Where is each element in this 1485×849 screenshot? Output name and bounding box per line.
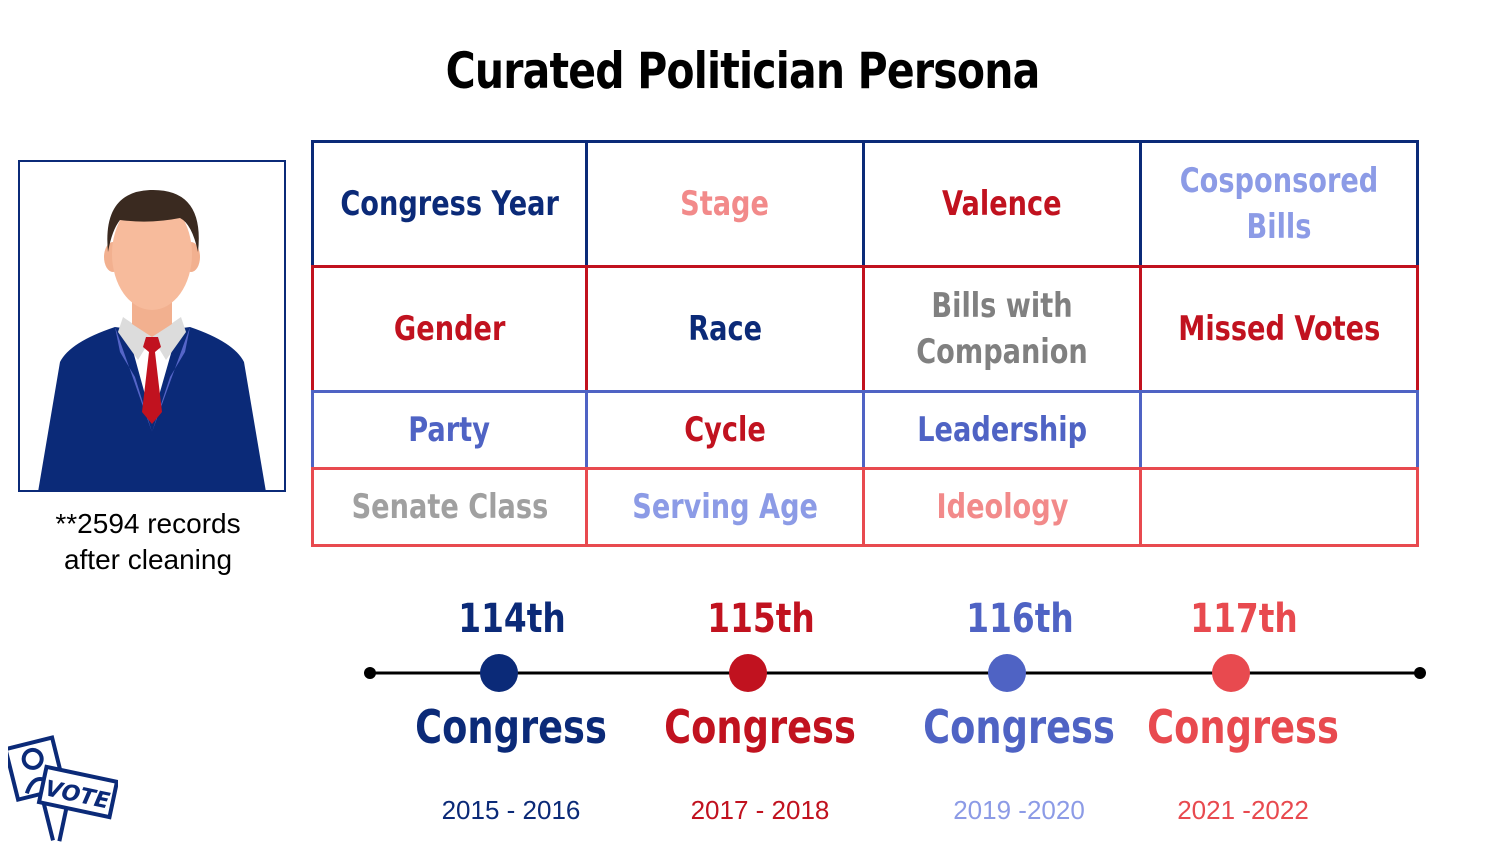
records-count: **2594 records [55,508,241,539]
timeline-end-dot [1414,667,1426,679]
congress-label: Congress [664,700,856,754]
politician-avatar-icon [18,160,286,492]
congress-label: Congress [923,700,1115,754]
timeline-start-dot [364,667,376,679]
vote-sign-icon: VOTE [3,732,120,849]
grid-cell-label: Serving Age [632,487,818,527]
grid-cell: Ideology [862,467,1142,547]
records-note: **2594 records after cleaning [18,506,278,578]
grid-cell-label: Bills with Companion [916,286,1088,372]
grid-row: Gender Race Bills with Companion Missed Vot… [311,265,1419,393]
grid-row: Senate Class Serving Age Ideology [311,467,1419,547]
grid-cell-label: Leadership [917,410,1087,450]
congress-number: 114th [458,596,566,642]
page-title: Curated Politician Persona [445,42,1041,100]
timeline-marker [988,654,1026,692]
grid-cell-label: Race [688,309,762,349]
grid-cell-label: Congress Year [340,184,559,224]
timeline-marker [480,654,518,692]
grid-cell-label: Missed Votes [1177,309,1381,349]
grid-cell: Missed Votes [1139,265,1419,393]
congress-number: 115th [707,596,815,642]
records-caption: after cleaning [63,544,233,575]
grid-cell-label: Valence [942,184,1062,224]
grid-cell-label: Ideology [936,487,1068,527]
congress-years: 2019 -2020 [953,795,1085,825]
grid-cell-label: Stage [680,184,770,224]
timeline-marker [729,654,767,692]
grid-cell: Bills with Companion [862,265,1142,393]
congress-number: 116th [966,596,1074,642]
congress-years: 2017 - 2018 [690,795,830,825]
grid-cell-label: Gender [393,309,506,349]
congress-number: 117th [1190,596,1298,642]
congress-label: Congress [415,700,607,754]
congress-label: Congress [1147,700,1339,754]
grid-cell: Serving Age [585,467,865,547]
grid-cell [1139,467,1419,547]
grid-cell-label: Cycle [684,410,766,450]
attribute-grid: Congress Year Stage Valence Cosponsored Bil… [311,140,1419,547]
grid-row: Congress Year Stage Valence Cosponsored Bil… [311,140,1419,268]
grid-cell-label: Senate Class [351,487,548,527]
grid-cell-label: Cosponsored Bills [1179,161,1379,247]
grid-cell-label: Party [408,410,491,450]
congress-years: 2021 -2022 [1177,795,1309,825]
grid-cell: Cosponsored Bills [1139,140,1419,268]
congress-years: 2015 - 2016 [441,795,581,825]
timeline-marker [1212,654,1250,692]
